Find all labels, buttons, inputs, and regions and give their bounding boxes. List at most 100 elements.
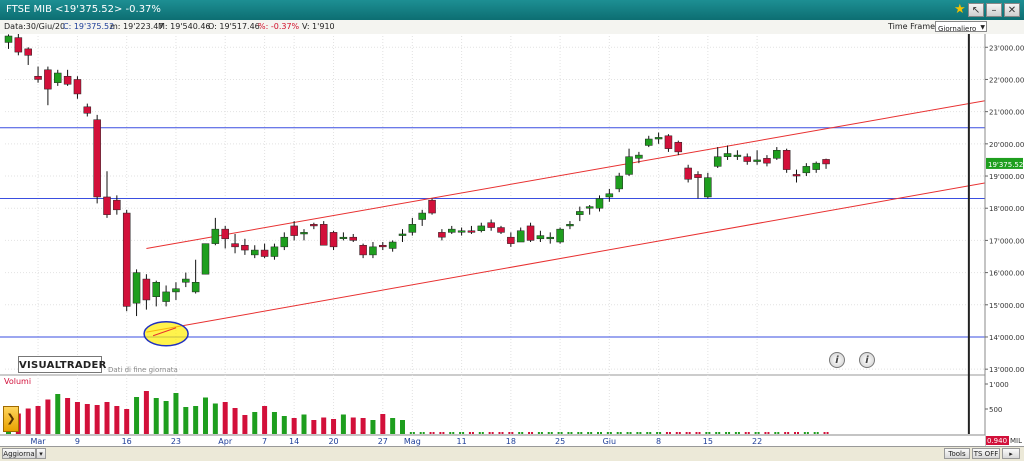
candle-body [605,193,614,198]
brand-subtitle: Dati di fine giornata [108,366,178,374]
status-bar: Aggiorna ▾ Tools TS OFF ▸ [0,446,1024,461]
x-tick-label: Mar [31,437,47,446]
info-icon[interactable]: i [829,352,845,368]
candle-body [822,159,830,165]
volume-bar [193,406,199,434]
candle-body [782,150,791,170]
candle-body [773,150,781,159]
candle-body [625,156,633,175]
price-chart[interactable]: 13'000.00 14'000.00 15'000.00 16'000.00 17'0… [0,34,1024,446]
volume-bar [350,417,356,434]
info-max: M: 19'540.46 [158,22,211,31]
window-title: FTSE MIB <19'375.52> -0.37% [6,4,161,15]
y-tick-label: 18'000.00 [989,205,1024,213]
volume-bar [380,414,386,434]
candle-body [113,199,121,211]
y-tick-label: 21'000.00 [989,109,1024,117]
y-tick-label: 13'000.00 [989,366,1024,374]
volume-bar [173,393,179,434]
candle-body [398,233,407,236]
volume-bar [183,407,189,434]
x-tick-label: 27 [378,437,388,446]
close-icon[interactable]: ✕ [1004,3,1020,17]
volume-value-tag [986,436,1009,445]
candle-body [221,228,229,240]
x-tick-label: 14 [289,437,299,446]
candle-body [182,278,190,283]
volume-bar [163,401,169,434]
chevron-down-icon: ▼ [980,24,985,31]
info-icon-2[interactable]: i [859,352,875,368]
candle-body [379,244,387,248]
candle-body [546,236,554,240]
candle-body [83,106,92,114]
volume-bar [331,419,337,434]
candle-body [733,154,742,157]
candle-body [191,282,200,293]
candle-body [408,224,417,233]
volume-bar [291,418,297,434]
volume-bar [340,414,346,434]
expand-arrow-icon[interactable]: ❯ [3,406,19,432]
minimize-icon[interactable]: – [986,3,1002,17]
volume-bar [94,405,100,434]
x-tick-label: 20 [328,437,338,446]
volume-bar [55,394,61,434]
info-close: C: 19'375.52 [63,22,115,31]
x-axis-bg [0,435,985,446]
volume-bar [281,416,287,434]
axes-layer: 13'000.00 14'000.00 15'000.00 16'000.00 17'0… [0,34,1024,446]
candle-body [743,156,751,162]
candle-body [270,246,279,257]
candle-body [507,236,515,244]
candle-body [152,282,160,297]
volume-tick-label: 1'000 [989,381,1009,389]
status-scroll-icon[interactable]: ▾ [36,448,46,459]
candle-body [438,232,446,238]
tools-button[interactable]: Tools [944,448,970,459]
volume-bar [370,420,376,434]
favorite-star-icon[interactable]: ★ [954,2,966,17]
brand-logo: VISUALTRADER [18,356,106,373]
y-tick-label: 22'000.00 [989,76,1024,84]
right-axis-bg [985,34,1024,446]
y-tick-label: 23'000.00 [989,44,1024,52]
y-tick-label: 16'000.00 [989,270,1024,278]
x-tick-label: 9 [75,437,80,446]
last-price-tag [986,157,1023,169]
x-tick-label: 23 [171,437,181,446]
status-menu-icon[interactable]: ▸ [1002,448,1020,459]
candle-body [349,236,357,241]
x-tick-label: 7 [262,437,267,446]
back-arrow-icon[interactable]: ↖ [968,3,984,17]
highlight-ellipse [143,321,189,347]
timeframe-label: Time Frame [888,22,936,31]
volume-series [6,391,829,434]
candle-body [487,222,495,228]
ts-toggle-button[interactable]: TS OFF [972,448,1000,459]
candle-body [73,79,82,95]
candle-body [457,230,466,233]
candle-body [201,243,210,275]
volume-bar [400,420,405,434]
volume-value-label: 0.940 [987,437,1007,445]
refresh-button[interactable]: Aggiorna [2,448,36,459]
volume-bar [311,420,317,434]
candle-body [418,212,426,220]
candle-body [526,225,535,241]
y-tick-label: 14'000.00 [989,334,1024,342]
volume-bar [222,402,228,434]
candle-body [792,174,801,177]
volume-panel-label: Volumi [4,377,31,386]
x-tick-label: Giu [603,437,617,446]
volume-bar [242,415,248,434]
candle-body [241,244,249,251]
candle-body [280,236,289,248]
volume-bar [321,417,327,434]
volume-bar [65,398,71,434]
timeframe-select[interactable]: Giornaliero ▼ [935,21,987,33]
annotation-layer [143,34,970,434]
price-info-bar: Data:30/Giu/20 C: 19'375.52 m: 19'223.47… [0,20,1024,35]
info-pct: %: -0.37% [258,22,300,31]
